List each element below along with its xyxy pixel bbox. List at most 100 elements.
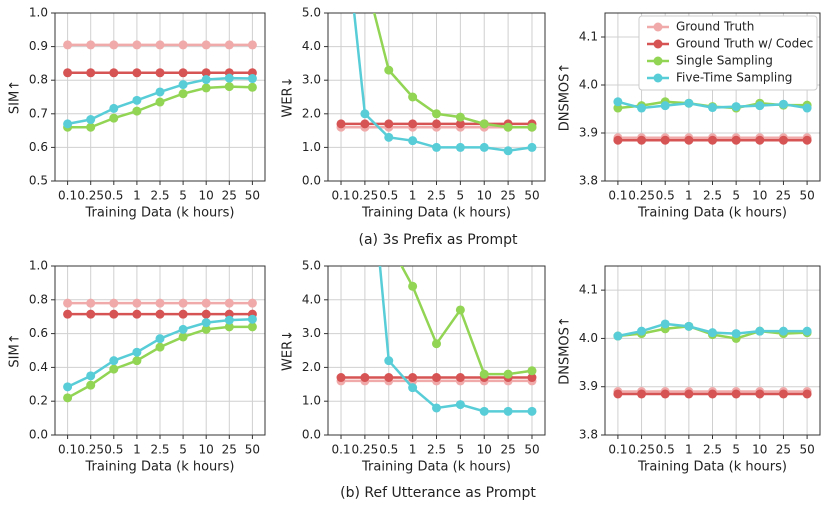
x-axis-label: Training Data (k hours) xyxy=(85,206,235,221)
x-tick-label: 5 xyxy=(732,189,740,203)
x-tick-label: 0.5 xyxy=(379,443,398,457)
data-point xyxy=(63,40,73,50)
plot-frame xyxy=(327,265,546,436)
plot-frame xyxy=(604,265,821,436)
data-point xyxy=(360,119,370,129)
data-point xyxy=(86,298,96,308)
x-tick-label: 2.5 xyxy=(427,189,446,203)
x-tick-label: 2.5 xyxy=(703,189,722,203)
data-point xyxy=(455,142,465,152)
data-point xyxy=(247,314,257,324)
x-tick-label: 25 xyxy=(776,189,791,203)
data-point xyxy=(708,328,717,338)
data-point xyxy=(224,82,234,92)
data-point xyxy=(802,135,812,145)
data-point xyxy=(755,135,765,145)
data-point xyxy=(201,298,211,308)
data-point xyxy=(731,102,741,112)
data-point xyxy=(132,347,142,357)
data-point xyxy=(455,305,465,315)
data-point xyxy=(86,122,96,132)
data-point xyxy=(755,389,765,399)
data-point xyxy=(455,373,465,383)
data-point xyxy=(455,119,465,129)
data-point xyxy=(802,103,812,113)
data-point xyxy=(360,109,370,119)
data-point xyxy=(432,373,441,383)
y-tick-label: 4.0 xyxy=(579,78,598,92)
x-tick-label: 0.25 xyxy=(352,443,379,457)
data-point xyxy=(778,99,788,109)
x-tick-label: 0.1 xyxy=(331,443,350,457)
legend-marker xyxy=(653,73,663,83)
data-point xyxy=(155,334,165,344)
data-point xyxy=(660,389,670,399)
y-tick-label: 0.8 xyxy=(29,292,48,306)
y-tick-label: 1.0 xyxy=(29,259,48,273)
data-point xyxy=(408,119,418,129)
data-point xyxy=(408,383,418,393)
data-point xyxy=(109,356,119,366)
data-point xyxy=(178,80,188,90)
data-point xyxy=(708,103,717,113)
y-tick-label: 2.0 xyxy=(302,360,321,374)
data-point xyxy=(613,103,623,113)
y-tick-label: 3.8 xyxy=(579,174,598,188)
x-tick-label: 1 xyxy=(685,189,693,203)
y-tick-label: 1.0 xyxy=(302,140,321,154)
data-point xyxy=(155,309,165,319)
x-tick-label: 25 xyxy=(222,189,237,203)
x-tick-label: 0.25 xyxy=(628,189,655,203)
x-tick-label: 0.25 xyxy=(77,189,104,203)
data-point xyxy=(503,369,513,379)
y-tick-label: 5.0 xyxy=(302,6,321,20)
data-point xyxy=(86,40,96,50)
y-tick-label: 3.9 xyxy=(579,379,598,393)
data-point xyxy=(432,119,441,129)
data-point xyxy=(224,315,234,325)
x-tick-label: 50 xyxy=(245,443,260,457)
x-tick-label: 1 xyxy=(133,443,141,457)
y-tick-label: 0.4 xyxy=(29,360,48,374)
data-point xyxy=(637,135,647,145)
x-tick-label: 5 xyxy=(179,443,187,457)
y-axis-label: SIM↑ xyxy=(8,333,23,367)
x-tick-label: 0.1 xyxy=(58,189,77,203)
y-tick-label: 4.1 xyxy=(579,283,598,297)
data-point xyxy=(63,309,73,319)
x-tick-label: 10 xyxy=(477,189,492,203)
data-point xyxy=(408,373,418,383)
data-point xyxy=(247,74,257,84)
y-tick-label: 4.0 xyxy=(302,39,321,53)
x-tick-label: 10 xyxy=(752,443,767,457)
series-group xyxy=(63,40,257,132)
data-point xyxy=(155,87,165,97)
x-tick-label: 5 xyxy=(179,189,187,203)
data-point xyxy=(247,40,257,50)
x-tick-label: 0.25 xyxy=(352,189,379,203)
data-point xyxy=(708,135,717,145)
x-axis-label: Training Data (k hours) xyxy=(637,460,787,475)
data-point xyxy=(708,389,717,399)
x-tick-label: 50 xyxy=(245,189,260,203)
data-point xyxy=(455,112,465,122)
legend-marker xyxy=(653,39,663,49)
data-point xyxy=(224,322,234,332)
data-point xyxy=(155,298,165,308)
data-point xyxy=(224,298,234,308)
x-tick-label: 0.5 xyxy=(104,189,123,203)
data-point xyxy=(479,142,489,152)
legend-label: Single Sampling xyxy=(676,54,773,68)
data-point xyxy=(479,119,489,129)
legend-label: Five-Time Sampling xyxy=(676,71,792,85)
data-point xyxy=(778,135,788,145)
data-point xyxy=(178,324,188,334)
y-tick-label: 3.0 xyxy=(302,326,321,340)
data-point xyxy=(384,373,394,383)
data-point xyxy=(86,68,96,78)
data-point xyxy=(755,326,765,336)
data-point xyxy=(336,373,346,383)
data-point xyxy=(155,68,165,78)
x-tick-label: 10 xyxy=(477,443,492,457)
x-tick-label: 1 xyxy=(685,443,693,457)
